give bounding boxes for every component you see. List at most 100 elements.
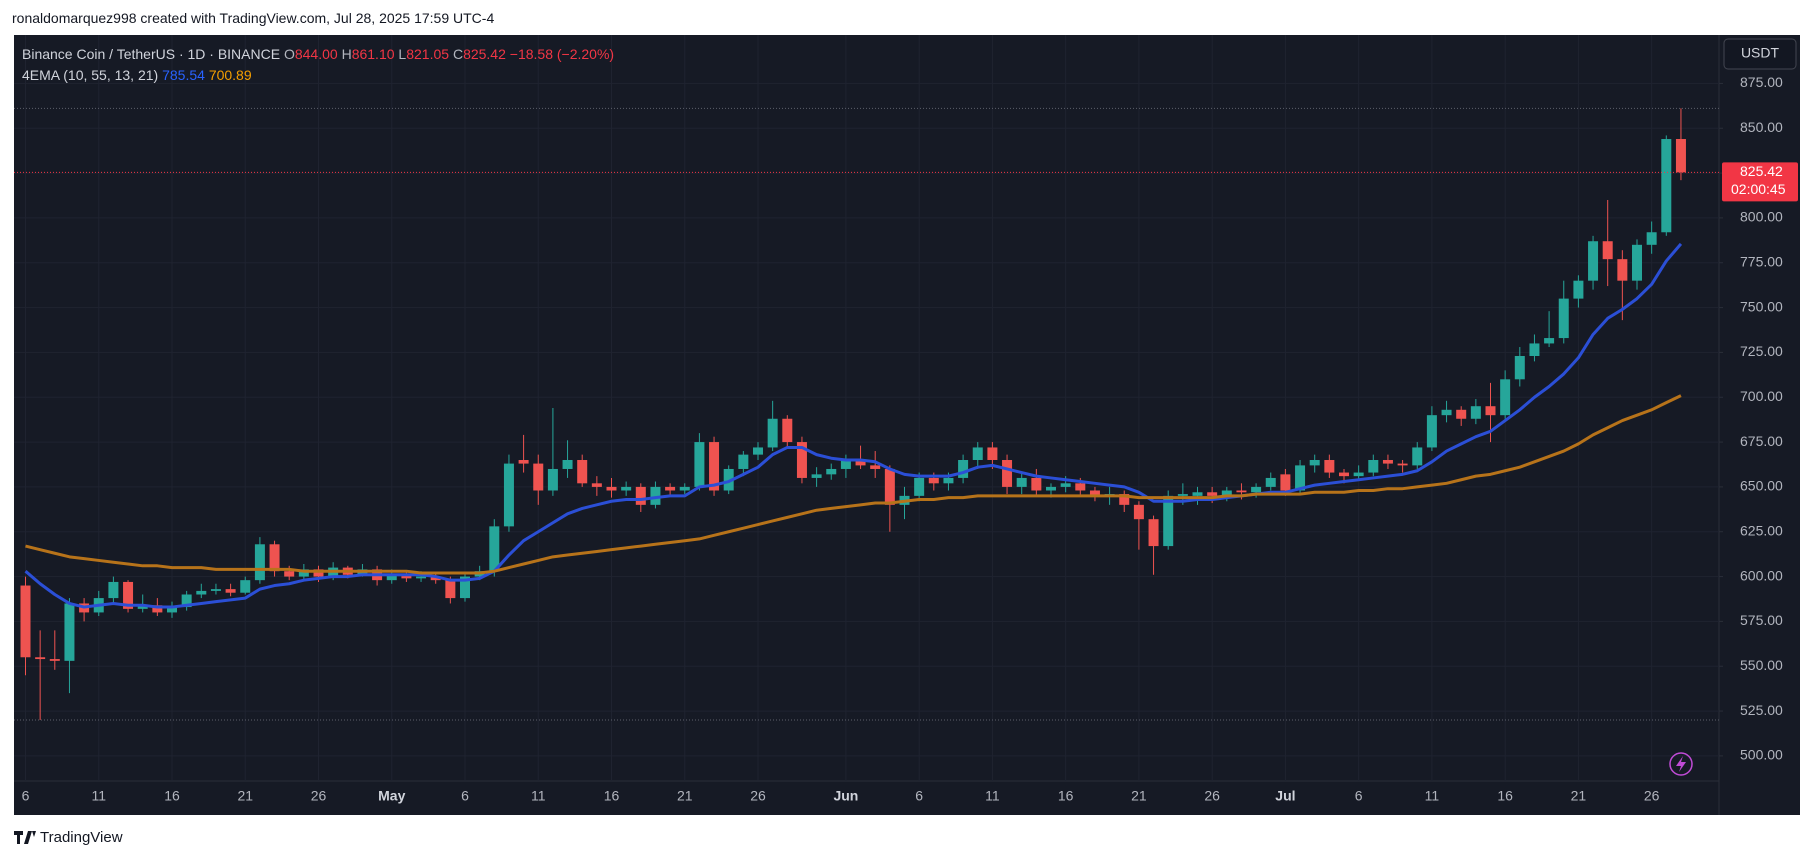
candle-body (401, 574, 412, 579)
attribution: ronaldomarquez998 created with TradingVi… (12, 10, 495, 26)
ohlc-value: 825.42 (463, 46, 506, 62)
x-tick-label: 16 (1497, 788, 1513, 804)
candle-body (1192, 492, 1203, 496)
candle-body (503, 463, 514, 527)
candle-body (298, 569, 309, 577)
candle-body (1368, 460, 1379, 473)
candle-body (914, 477, 925, 496)
alert-icon-bolt (1676, 756, 1686, 772)
candle-body (1016, 477, 1027, 487)
indicator-row: 4EMA (10, 55, 13, 21) 785.54 700.89 (22, 65, 614, 86)
candle-body (64, 603, 75, 661)
x-tick-label: 26 (1204, 788, 1220, 804)
candle-body (20, 585, 31, 658)
candle-body (1251, 486, 1262, 493)
candle-body (1602, 241, 1613, 260)
candle-body (137, 605, 148, 609)
alert-icon (1669, 752, 1693, 776)
candle-body (284, 571, 295, 577)
ema-line (25, 394, 1682, 575)
candle-body (870, 465, 881, 469)
y-tick-label: 725.00 (1740, 343, 1783, 359)
candle-body (1514, 355, 1525, 380)
y-tick-label: 525.00 (1740, 702, 1783, 718)
ohlc-values: O844.00 H861.10 L821.05 C825.42 (284, 46, 510, 62)
candle-body (1002, 460, 1013, 487)
candle-body (723, 468, 734, 491)
candle-body (1324, 460, 1335, 473)
ema-line (24, 242, 1683, 609)
candle-body (621, 486, 632, 491)
candle-body (767, 418, 778, 448)
y-tick-label: 600.00 (1740, 567, 1783, 583)
candle-body (840, 460, 851, 469)
candle-body (665, 486, 676, 491)
currency-box (1723, 38, 1797, 70)
candle-body (1133, 504, 1144, 520)
candle-body (562, 460, 573, 469)
candle-body (738, 454, 749, 469)
candle-body (313, 569, 324, 577)
y-tick-label: 750.00 (1740, 298, 1783, 314)
candle-body (1207, 492, 1218, 496)
x-tick-label: 6 (22, 788, 30, 804)
y-tick-label: 650.00 (1740, 478, 1783, 494)
candle-body (167, 607, 177, 613)
candle-body (1617, 259, 1628, 281)
candle-body (1177, 494, 1188, 496)
candle-body (943, 477, 954, 484)
candle-body (1236, 490, 1247, 493)
candle-body (1031, 477, 1042, 491)
candle-body (445, 580, 456, 599)
candle-body (796, 442, 807, 478)
candle-body (1075, 483, 1086, 491)
candle-body (694, 442, 705, 487)
ohlc-label: H (341, 46, 352, 62)
candle-body (591, 483, 602, 487)
candle-body (1119, 494, 1130, 505)
x-tick-label: 16 (1058, 788, 1074, 804)
candle-body (1470, 406, 1481, 419)
candle-body (1544, 338, 1555, 344)
candle-body (1046, 486, 1056, 491)
candle-body (518, 460, 529, 464)
x-tick-label: 21 (1131, 788, 1147, 804)
candle-body (577, 460, 588, 484)
candle-body (1265, 477, 1276, 487)
ohlc-label: O (283, 46, 295, 62)
indicator-name: 4EMA (10, 55, 13, 21) (22, 67, 159, 83)
candle-body (1456, 409, 1467, 419)
symbol: Binance Coin / TetherUS · 1D · BINANCE (22, 46, 281, 62)
candle-body (1280, 474, 1291, 491)
x-tick-label: 6 (915, 788, 923, 804)
x-tick-label: 6 (461, 788, 469, 804)
candle-body (753, 447, 763, 455)
y-tick-label: 800.00 (1740, 209, 1783, 225)
candle-body (1089, 490, 1100, 496)
candle-body (181, 594, 192, 608)
candle-body (782, 418, 793, 443)
candle-body (709, 442, 720, 491)
candle-body (1309, 460, 1320, 466)
x-tick-label: 11 (91, 788, 106, 804)
candle-body (210, 589, 221, 591)
candle-body (1339, 472, 1349, 477)
candle-body (1148, 519, 1159, 547)
candle-body (254, 544, 265, 581)
y-tick-label: 850.00 (1740, 119, 1783, 135)
candle-body (1426, 415, 1437, 448)
y-tick-label: 550.00 (1740, 657, 1783, 673)
y-tick-label: 875.00 (1740, 74, 1783, 90)
brand-name: TradingView (40, 829, 123, 846)
candle-body (958, 460, 969, 478)
legend: Binance Coin / TetherUS · 1D · BINANCE O… (22, 44, 614, 86)
x-tick-label: Jun (833, 788, 858, 804)
y-tick-label: 675.00 (1740, 433, 1783, 449)
candle-body (928, 477, 939, 484)
candle-body (225, 589, 236, 593)
candle-body (1661, 139, 1672, 233)
candle-body (855, 460, 866, 466)
candle-body (1441, 409, 1452, 416)
candle-body (679, 486, 690, 491)
